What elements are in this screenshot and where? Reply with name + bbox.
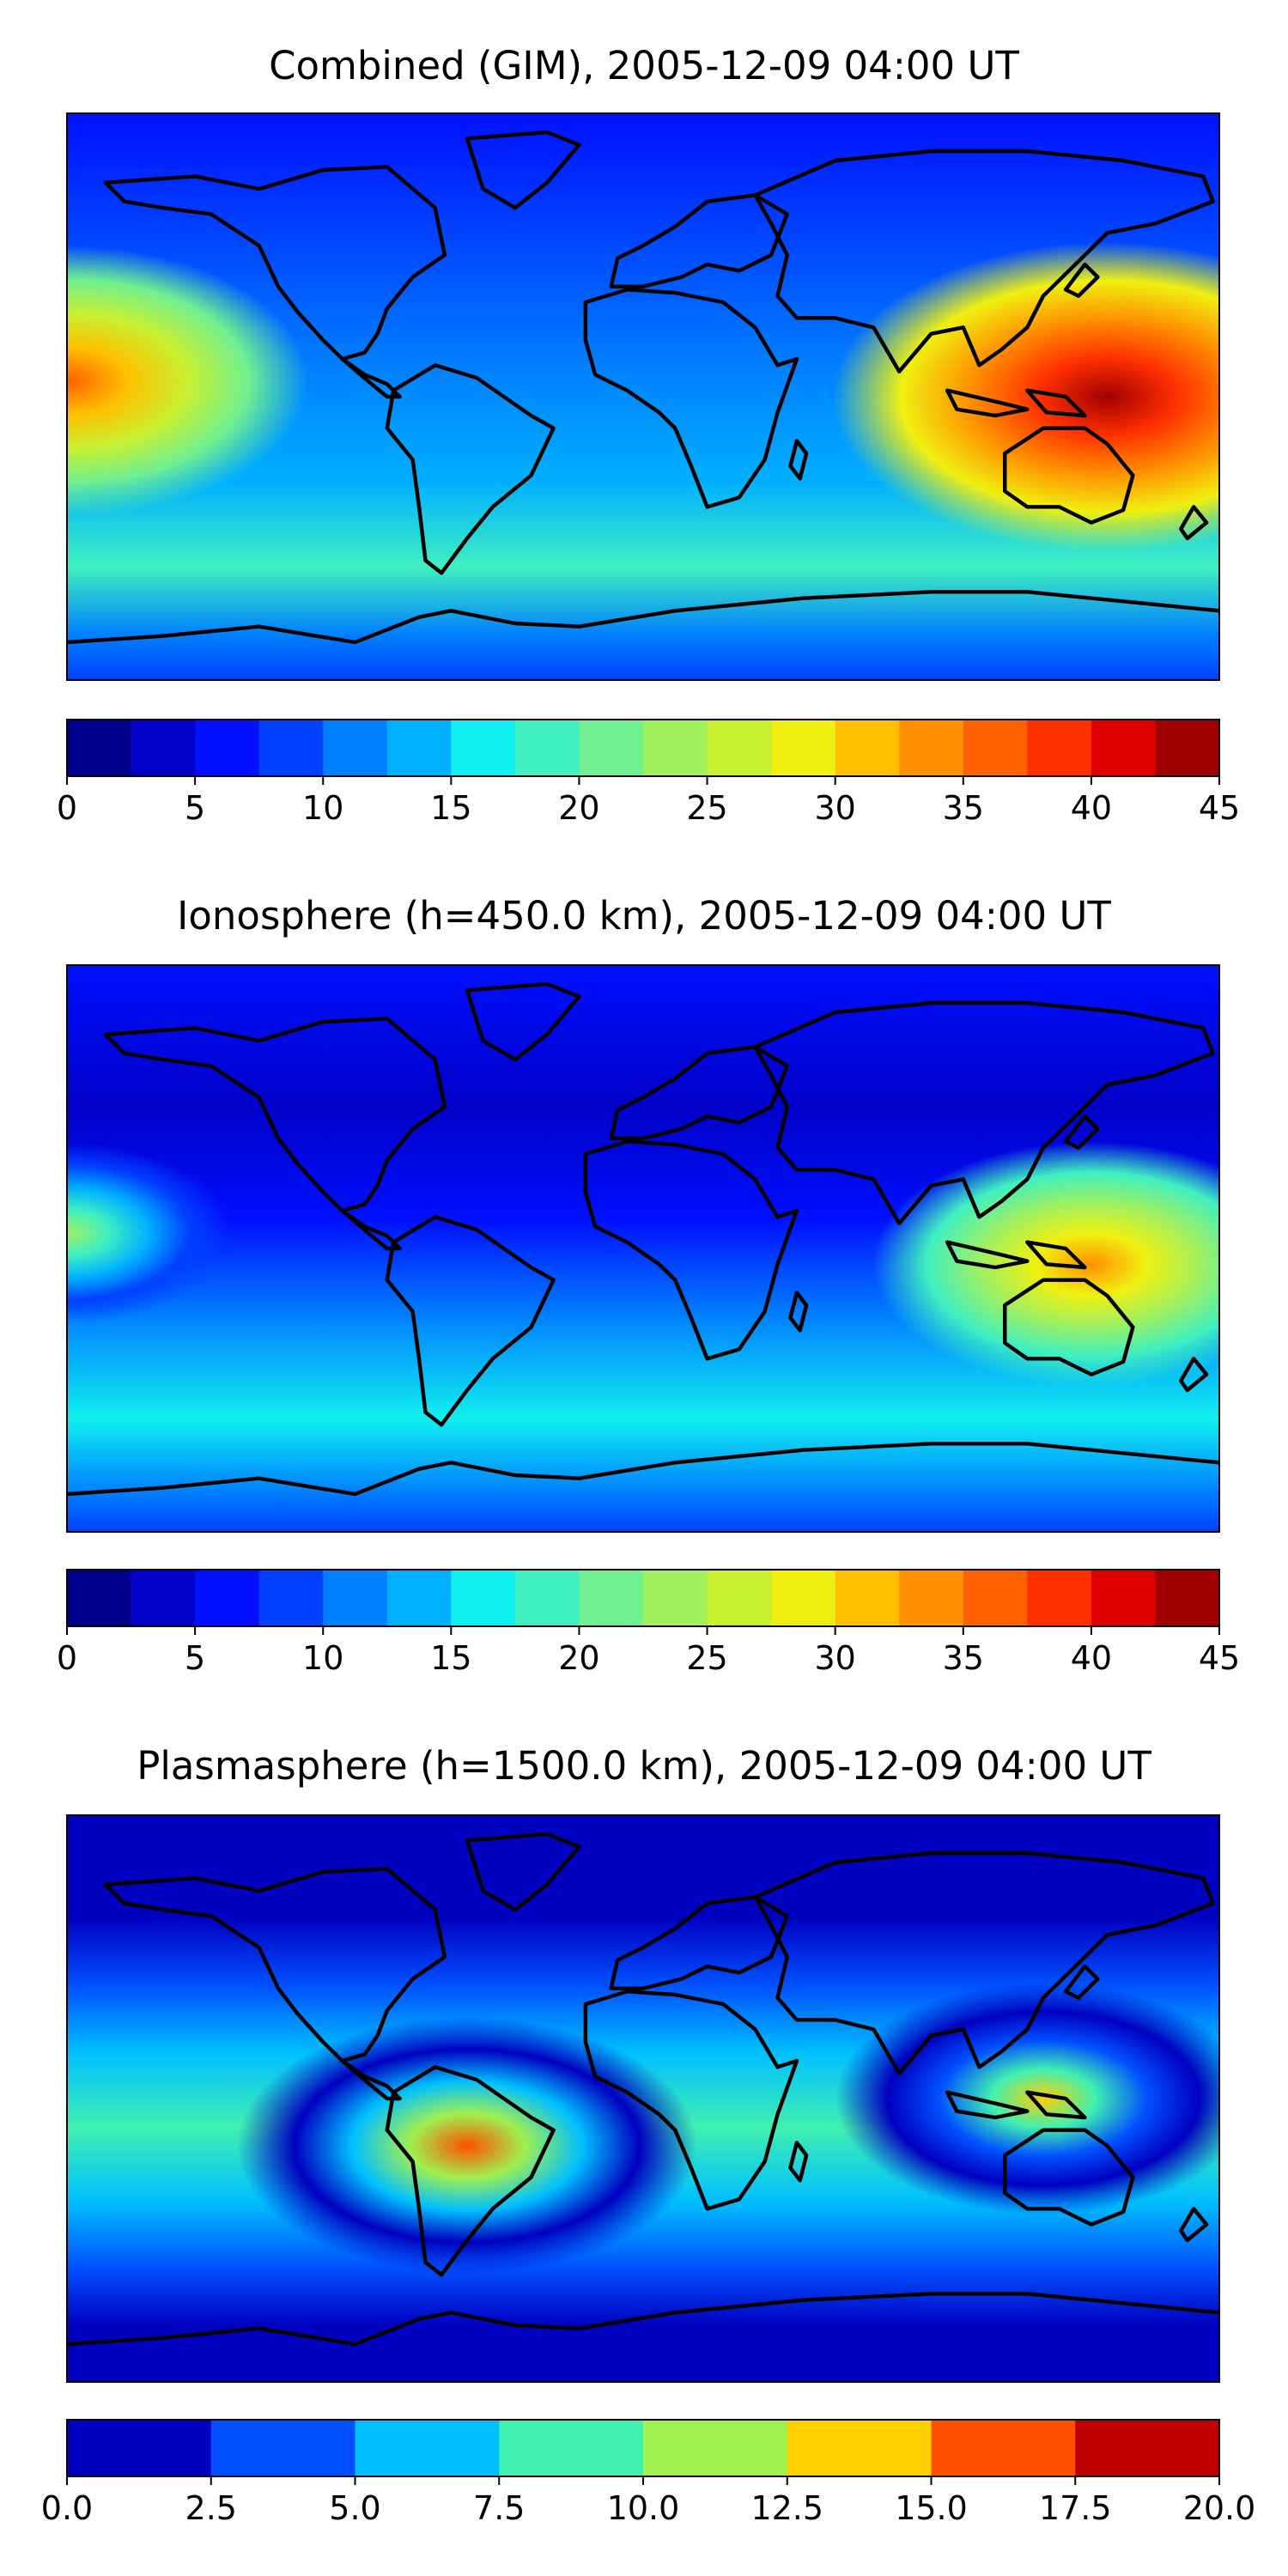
panel-title: Ionosphere (h=450.0 km), 2005-12-09 04:0…: [177, 893, 1111, 939]
map-panel: Ionosphere (h=450.0 km), 2005-12-09 04:0…: [57, 893, 1240, 1677]
colorbar-segment: [835, 1570, 900, 1626]
map-panel: Plasmasphere (h=1500.0 km), 2005-12-09 0…: [41, 1743, 1256, 2527]
colorbar: 0 5 10 15 20 25 30 35 40 45: [57, 719, 1240, 827]
colorbar-segment: [514, 1570, 580, 1626]
heat-spot: [835, 1983, 1219, 2215]
map-frame: [66, 1814, 1220, 2383]
panels-root: Combined (GIM), 2005-12-09 04:00 UT 0 5 10 1…: [41, 43, 1256, 2527]
colorbar-tick-label: 30: [814, 1639, 855, 1677]
colorbar-segment: [1091, 1570, 1157, 1626]
colorbar-segment: [67, 720, 132, 776]
colorbar-tick-label: 40: [1071, 789, 1112, 827]
colorbar-segment: [707, 720, 772, 776]
colorbar-tick-label: 20.0: [1183, 2489, 1256, 2527]
colorbar-segment: [899, 720, 964, 776]
colorbar-segment: [195, 720, 260, 776]
colorbar-segment: [1155, 1570, 1220, 1626]
colorbar-frame: [66, 1569, 1220, 1627]
colorbar-tick-label: 12.5: [750, 2489, 823, 2527]
colorbar-segment: [210, 2420, 356, 2476]
colorbar-segment: [258, 720, 324, 776]
colorbar-segment: [579, 1570, 644, 1626]
colorbar-segment: [323, 720, 388, 776]
colorbar-tick-label: 45: [1199, 789, 1240, 827]
heat-spot: [67, 1142, 230, 1323]
colorbar-segment: [323, 1570, 388, 1626]
colorbar-tick-label: 15: [430, 789, 471, 827]
heat-spot: [236, 2017, 697, 2275]
map-frame: [66, 112, 1220, 681]
colorbar-segment: [963, 720, 1028, 776]
colorbar-tick-label: 5: [185, 789, 205, 827]
colorbar-segment: [67, 2420, 212, 2476]
colorbar-segment: [771, 720, 836, 776]
colorbar-segment: [771, 1570, 836, 1626]
colorbar: 0.0 2.5 5.0 7.5 10.0 12.5 15.0 17.5 20.0: [41, 2419, 1256, 2527]
map-field: [67, 113, 1219, 680]
colorbar-segment: [195, 1570, 260, 1626]
colorbar-segment: [963, 1570, 1028, 1626]
colorbar-tick-label: 0: [57, 1639, 77, 1677]
colorbar-tick-label: 0.0: [41, 2489, 93, 2527]
colorbar-segment: [707, 1570, 772, 1626]
map-field: [67, 965, 1219, 1532]
colorbar-segment: [1091, 720, 1157, 776]
colorbar-tick-label: 40: [1071, 1639, 1112, 1677]
colorbar-tick-label: 35: [943, 789, 984, 827]
colorbar-frame: [66, 719, 1220, 777]
heat-spot: [67, 246, 308, 517]
colorbar-tick-label: 0: [57, 789, 77, 827]
colorbar-tick-label: 10.0: [607, 2489, 680, 2527]
colorbar-segment: [579, 720, 644, 776]
colorbar-tick-label: 30: [814, 789, 855, 827]
colorbar-tick-label: 20: [558, 1639, 599, 1677]
colorbar-segment: [643, 2420, 788, 2476]
colorbar-tick-label: 35: [943, 1639, 984, 1677]
colorbar-tick-label: 25: [686, 1639, 727, 1677]
map-panel: Combined (GIM), 2005-12-09 04:00 UT 0 5 10 1…: [57, 43, 1240, 827]
colorbar-segment: [1027, 720, 1092, 776]
colorbar-segment: [67, 1570, 132, 1626]
colorbar-segment: [451, 720, 516, 776]
colorbar-segment: [131, 1570, 196, 1626]
colorbar-tick-label: 45: [1199, 1639, 1240, 1677]
colorbar-segment: [787, 2420, 933, 2476]
panel-title: Combined (GIM), 2005-12-09 04:00 UT: [269, 43, 1019, 88]
colorbar-segment: [258, 1570, 324, 1626]
colorbar-tick-label: 2.5: [185, 2489, 237, 2527]
colorbar-segment: [451, 1570, 516, 1626]
colorbar-segment: [499, 2420, 644, 2476]
colorbar-tick-label: 10: [302, 789, 343, 827]
colorbar-tick-label: 10: [302, 1639, 343, 1677]
colorbar-tick-label: 5.0: [329, 2489, 380, 2527]
panel-title: Plasmasphere (h=1500.0 km), 2005-12-09 0…: [137, 1743, 1151, 1789]
colorbar-segment: [899, 1570, 964, 1626]
colorbar-segment: [514, 720, 580, 776]
colorbar-tick-label: 5: [185, 1639, 205, 1677]
map-field: [67, 1815, 1219, 2382]
colorbar-tick-label: 17.5: [1039, 2489, 1112, 2527]
colorbar-segment: [355, 2420, 500, 2476]
colorbar-tick-label: 20: [558, 789, 599, 827]
colorbar-tick-label: 15.0: [895, 2489, 968, 2527]
colorbar-segment: [643, 720, 708, 776]
colorbar-segment: [835, 720, 900, 776]
colorbar-segment: [1155, 720, 1220, 776]
colorbar-tick-label: 15: [430, 1639, 471, 1677]
colorbar-segment: [131, 720, 196, 776]
colorbar-segment: [386, 1570, 452, 1626]
colorbar-segment: [386, 720, 452, 776]
colorbar-segment: [931, 2420, 1076, 2476]
colorbar-tick-label: 7.5: [473, 2489, 525, 2527]
colorbar: 0 5 10 15 20 25 30 35 40 45: [57, 1569, 1240, 1677]
colorbar-segment: [643, 1570, 708, 1626]
map-frame: [66, 964, 1220, 1533]
colorbar-segment: [1075, 2420, 1220, 2476]
colorbar-segment: [1027, 1570, 1092, 1626]
heat-spot: [832, 242, 1219, 551]
colorbar-tick-label: 25: [686, 789, 727, 827]
